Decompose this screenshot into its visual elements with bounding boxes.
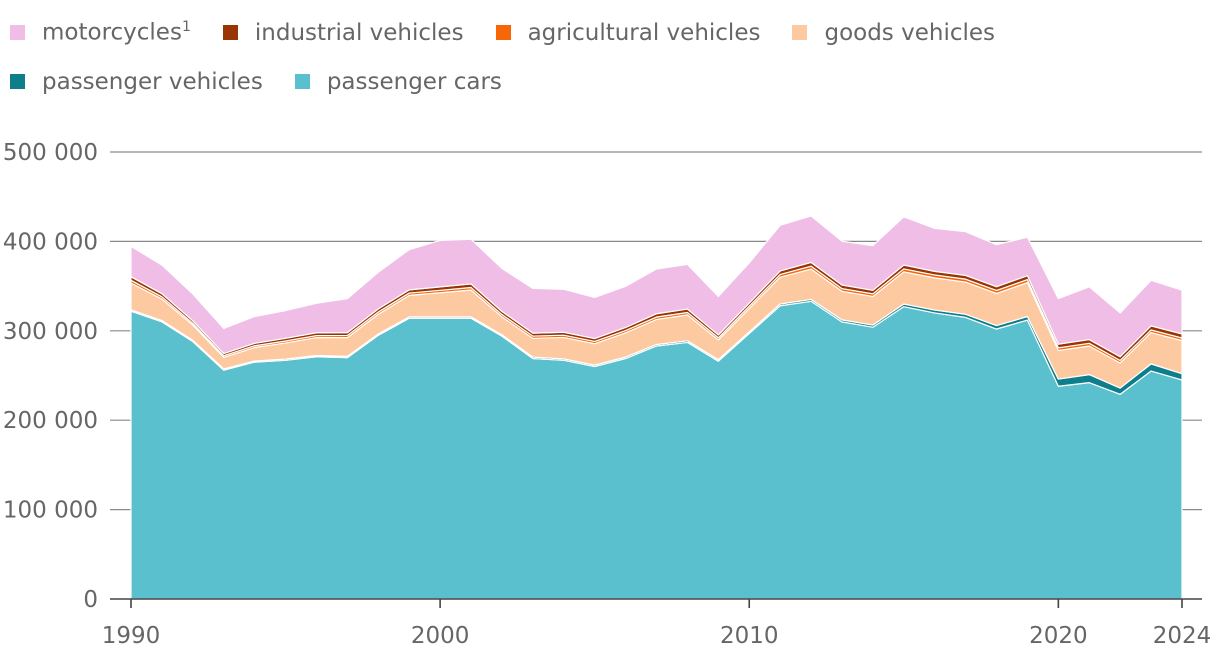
legend-swatch-agricultural-vehicles (495, 25, 511, 40)
area-series-motorcycles (130, 215, 1183, 358)
legend-label-motorcycles: motorcycles1 (42, 19, 191, 46)
legend-label-passenger-cars: passenger cars (326, 68, 502, 95)
legend-item-goods-vehicles[interactable]: goods vehicles (792, 20, 995, 46)
legend-swatch-motorcycles (10, 25, 25, 40)
legend-label-goods-vehicles: goods vehicles (824, 19, 996, 46)
y-tick-label-500000: 500 000 (3, 140, 98, 166)
chart-legend: motorcycles1 industrial vehicles agricul… (10, 8, 1210, 106)
legend-row-2: passenger vehicles passenger cars (10, 57, 1210, 106)
legend-item-motorcycles[interactable]: motorcycles1 (10, 19, 191, 46)
legend-item-passenger-cars[interactable]: passenger cars (294, 68, 502, 95)
y-tick-label-400000: 400 000 (3, 229, 98, 255)
x-tick-label-2000: 2000 (411, 623, 470, 649)
y-tick-label-200000: 200 000 (3, 408, 98, 434)
y-tick-label-300000: 300 000 (3, 319, 98, 345)
x-tick-label-2024: 2024 (1153, 623, 1212, 649)
legend-swatch-goods-vehicles (792, 25, 808, 40)
x-tick-label-2020: 2020 (1029, 623, 1088, 649)
legend-swatch-industrial-vehicles (222, 25, 238, 40)
x-tick-label-2010: 2010 (720, 623, 779, 649)
legend-item-agricultural-vehicles[interactable]: agricultural vehicles (495, 19, 761, 46)
axis-layer: 0 100 000 200 000 300 000 400 000 500 000 1990… (3, 140, 1211, 649)
legend-item-industrial-vehicles[interactable]: industrial vehicles (222, 19, 464, 46)
y-tick-label-0: 0 (83, 587, 98, 613)
legend-label-agricultural-vehicles: agricultural vehicles (527, 19, 761, 46)
legend-label-passenger-vehicles: passenger vehicles (42, 68, 263, 95)
legend-label-industrial-vehicles: industrial vehicles (254, 19, 464, 46)
y-tick-label-100000: 100 000 (3, 498, 98, 524)
legend-swatch-passenger-vehicles (10, 74, 25, 89)
x-tick-label-1990: 1990 (102, 623, 161, 649)
legend-item-passenger-vehicles[interactable]: passenger vehicles (10, 69, 263, 95)
legend-swatch-passenger-cars (294, 74, 310, 89)
legend-row-1: motorcycles1 industrial vehicles agricul… (10, 8, 1210, 57)
area-layer (130, 215, 1183, 600)
